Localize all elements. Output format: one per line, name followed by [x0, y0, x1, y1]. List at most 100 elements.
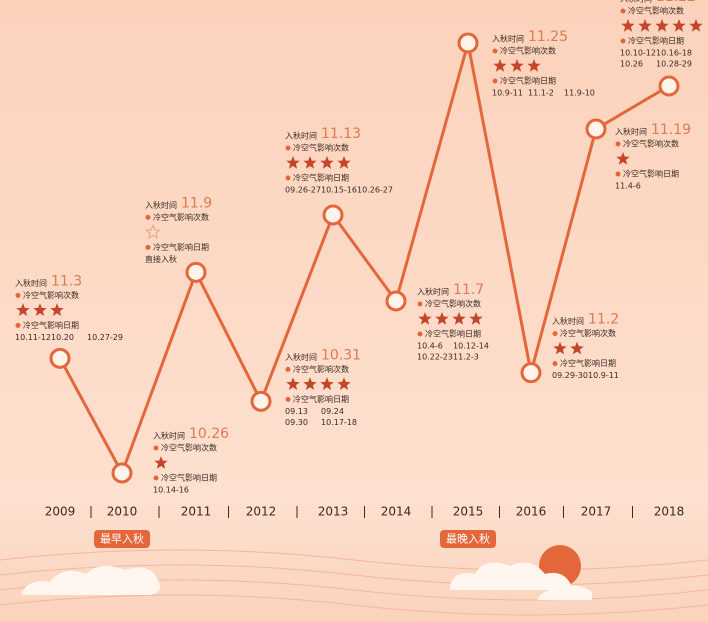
x-tick-label: 2014 — [381, 505, 412, 519]
start-value: 11.25 — [528, 29, 568, 45]
start-label: 入秋时间 — [492, 34, 524, 44]
date: 11.2-3 — [453, 353, 479, 362]
bullet — [492, 78, 498, 84]
date: 10.10-12 — [620, 49, 656, 58]
start-label: 入秋时间 — [145, 200, 177, 210]
leaf — [303, 377, 317, 390]
leaf — [435, 312, 449, 325]
bullet — [153, 475, 159, 481]
leaf — [655, 19, 669, 32]
leaf — [527, 59, 541, 72]
leaf — [33, 303, 47, 316]
date: 09.30 — [285, 418, 308, 427]
start-label: 入秋时间 — [15, 278, 47, 288]
dates-label: 冷空气影响日期 — [628, 36, 684, 46]
leaf — [553, 341, 567, 355]
point — [322, 204, 344, 226]
leaf — [418, 312, 432, 325]
bullet — [417, 301, 423, 307]
dates-label: 冷空气影响日期 — [161, 473, 217, 483]
leaf — [621, 19, 635, 32]
line — [58, 42, 670, 477]
start-label: 入秋时间 — [417, 287, 449, 297]
date: 10.26-27 — [357, 186, 393, 195]
bullet — [145, 214, 151, 220]
leaf-empty — [144, 223, 162, 240]
leaf — [286, 156, 300, 169]
leaf — [510, 59, 524, 72]
date: 09.29-30 — [552, 371, 588, 380]
point — [457, 32, 479, 54]
date: 10.27-29 — [87, 333, 123, 342]
count-label: 冷空气影响次数 — [23, 290, 79, 300]
date: 直接入秋 — [145, 254, 177, 264]
count-label: 冷空气影响次数 — [623, 139, 679, 149]
leaf — [320, 377, 334, 390]
bullet — [285, 175, 291, 181]
start-label: 入秋时间 — [552, 316, 584, 326]
x-tick-label: 2013 — [318, 505, 349, 519]
start-label: 入秋时间 — [615, 127, 647, 137]
bullet — [145, 244, 151, 250]
leaf — [570, 341, 584, 355]
leaf — [286, 377, 300, 390]
start-value: 11.22 — [656, 0, 696, 5]
point — [520, 362, 542, 384]
count-label: 冷空气影响次数 — [293, 143, 349, 153]
leaf — [452, 312, 466, 325]
count-label: 冷空气影响次数 — [161, 443, 217, 453]
count-label: 冷空气影响次数 — [293, 364, 349, 374]
leaf — [50, 303, 64, 316]
leaf — [493, 59, 507, 72]
date: 09.13 — [285, 407, 308, 416]
bullet — [492, 48, 498, 54]
date: 10.12-14 — [453, 342, 489, 351]
cloud — [22, 565, 161, 595]
leaf — [337, 156, 351, 169]
cloud — [450, 562, 575, 590]
bullet — [285, 396, 291, 402]
start-label: 入秋时间 — [285, 131, 317, 141]
x-tick-label: 2011 — [181, 505, 212, 519]
count-label: 冷空气影响次数 — [628, 6, 684, 16]
leaf — [672, 19, 686, 32]
bullet — [417, 331, 423, 337]
bullet — [620, 8, 626, 14]
date: 11.1-2 — [528, 89, 554, 98]
date: 10.15-16 — [321, 186, 357, 195]
date: 11.9-10 — [564, 89, 595, 98]
date: 09.24 — [321, 407, 344, 416]
point — [111, 462, 133, 484]
bullet — [615, 171, 621, 177]
point — [185, 261, 207, 283]
bullet — [15, 292, 21, 298]
leaf — [638, 19, 652, 32]
bullet — [153, 445, 159, 451]
point — [585, 118, 607, 140]
leaf — [337, 377, 351, 390]
start-value: 10.26 — [189, 426, 229, 442]
leaf — [154, 456, 168, 469]
count-label: 冷空气影响次数 — [425, 299, 481, 309]
badge-text: 最晚入秋 — [446, 532, 490, 546]
cloud — [538, 585, 592, 600]
bullet — [615, 141, 621, 147]
x-tick-label: 2009 — [45, 505, 76, 519]
start-label: 入秋时间 — [285, 352, 317, 362]
x-tick-label: 2018 — [654, 505, 685, 519]
point — [250, 390, 272, 412]
x-tick-label: 2012 — [246, 505, 277, 519]
point — [658, 75, 680, 97]
date: 11.4-6 — [615, 182, 641, 191]
dates-label: 冷空气影响日期 — [500, 76, 556, 86]
badge — [94, 530, 150, 548]
date: 10.22-23 — [417, 353, 453, 362]
dates-label: 冷空气影响日期 — [153, 242, 209, 252]
